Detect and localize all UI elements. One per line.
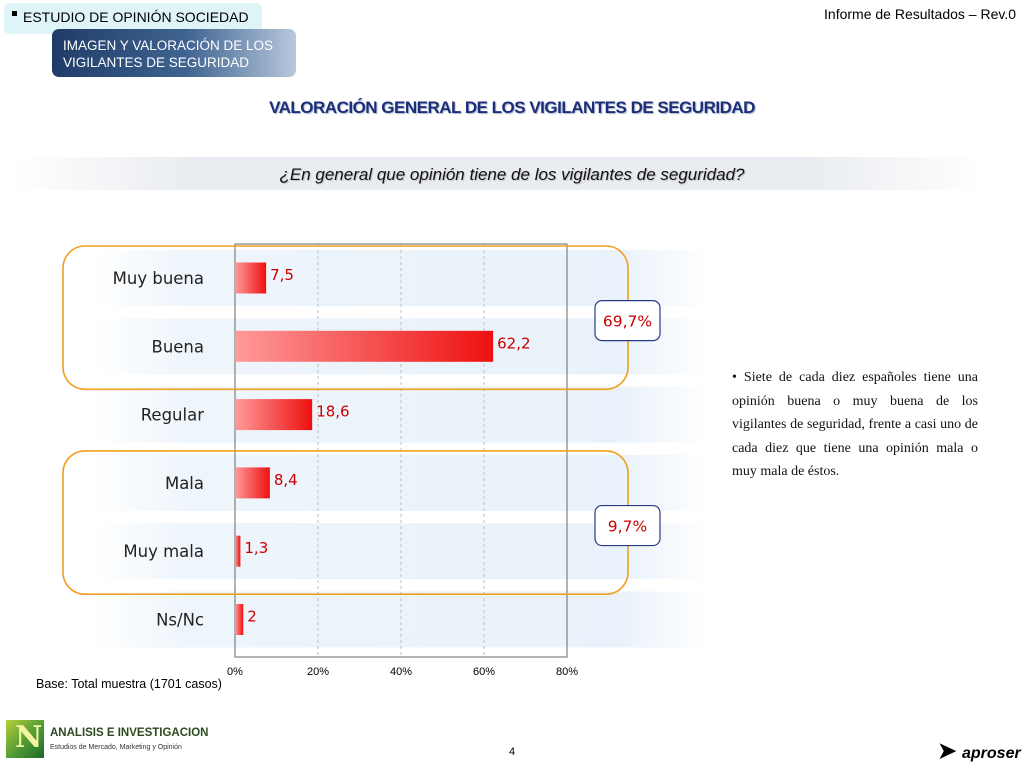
bar [235, 399, 313, 431]
bar-value-label: 8,4 [274, 471, 298, 489]
bar-value-label: 1,3 [244, 539, 268, 557]
x-tick-label: 60% [473, 666, 495, 678]
bar [235, 535, 241, 567]
bar-value-label: 7,5 [270, 266, 294, 284]
bar-value-label: 62,2 [497, 334, 530, 352]
bar-value-label: 2 [247, 608, 257, 626]
x-tick-label: 20% [307, 666, 329, 678]
group-total-box [594, 504, 661, 547]
base-note: Base: Total muestra (1701 casos) [36, 677, 222, 691]
section-tag: ESTUDIO DE OPINIÓN SOCIEDAD [4, 3, 262, 34]
commentary: • Siete de cada diez españoles tiene una… [732, 366, 978, 484]
bar-value-label: 18,6 [316, 403, 349, 421]
bar [235, 604, 244, 635]
subsection-label: IMAGEN Y VALORACIÓN DE LOS VIGILANTES DE… [63, 38, 274, 70]
category-label: Mala [165, 474, 204, 493]
commentary-text: Siete de cada diez españoles tiene una o… [732, 370, 979, 479]
bullet-dot-icon: • [732, 370, 744, 385]
x-tick-label: 40% [390, 666, 412, 678]
row-band [95, 250, 710, 306]
group-total-label: 9,7% [608, 518, 647, 536]
category-label: Muy mala [123, 542, 204, 561]
category-label: Regular [141, 406, 205, 425]
bar [235, 262, 267, 294]
section-label: ESTUDIO DE OPINIÓN SOCIEDAD [23, 9, 249, 25]
question-band [14, 157, 984, 190]
logo-subtitle: Estudios de Mercado, Marketing y Opinión [50, 744, 182, 751]
company-logo: N ANALISIS E INVESTIGACION Estudios de M… [6, 718, 208, 760]
logo-mark-icon: N [6, 720, 44, 758]
category-label: Muy buena [113, 269, 204, 288]
page-title: VALORACIÓN GENERAL DE LOS VIGILANTES DE … [269, 98, 755, 117]
category-label: Buena [152, 337, 205, 356]
bar [235, 330, 494, 362]
brand-name: aproser [962, 745, 1021, 762]
report-label: Informe de Resultados – Rev.0 [824, 6, 1016, 22]
group-total-box [594, 300, 661, 342]
subsection-tag: IMAGEN Y VALORACIÓN DE LOS VIGILANTES DE… [52, 29, 296, 77]
category-label: Ns/Nc [156, 611, 204, 630]
page-number: 4 [508, 746, 516, 758]
row-band [95, 591, 710, 648]
brand-logo: ➤ aproser [938, 735, 1022, 765]
bullet-square-icon [12, 11, 17, 16]
x-tick-label: 0% [227, 666, 243, 678]
row-band [95, 454, 710, 511]
brand-swoosh-icon: ➤ [938, 738, 957, 763]
group-total-label: 69,7% [603, 313, 652, 331]
row-band [95, 386, 710, 443]
logo-title: ANALISIS E INVESTIGACION [50, 727, 209, 739]
x-tick-label: 80% [556, 666, 578, 678]
bar [235, 467, 270, 499]
question-text: ¿En general que opinión tiene de los vig… [279, 165, 745, 184]
